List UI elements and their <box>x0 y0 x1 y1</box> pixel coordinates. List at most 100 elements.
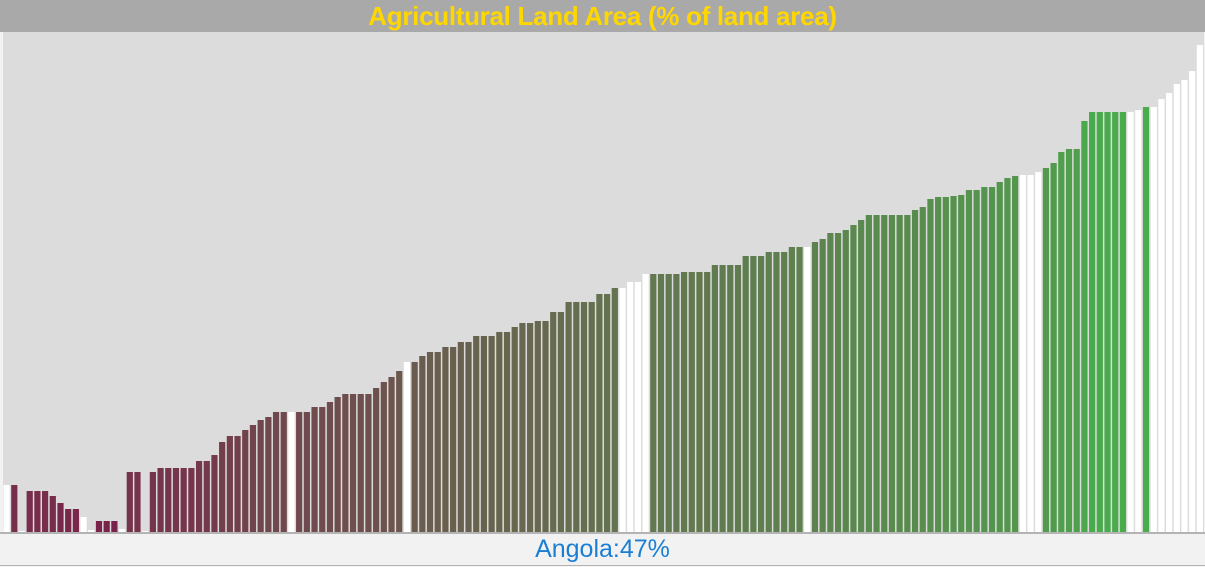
bar-143[interactable] <box>1104 112 1111 532</box>
bar-58[interactable] <box>450 347 457 532</box>
bar-36[interactable] <box>280 412 287 532</box>
bar-134[interactable] <box>1035 172 1042 532</box>
bar-0[interactable] <box>3 485 10 532</box>
bar-124[interactable] <box>958 195 965 532</box>
bar-82[interactable] <box>634 282 641 532</box>
bar-30[interactable] <box>234 436 241 532</box>
bar-42[interactable] <box>326 402 334 532</box>
bar-52[interactable] <box>403 362 411 532</box>
bar-117[interactable] <box>904 215 911 532</box>
bar-149[interactable] <box>1150 107 1157 532</box>
bar-31[interactable] <box>242 430 249 532</box>
bar-62[interactable] <box>480 336 488 532</box>
bar-91[interactable] <box>704 272 711 532</box>
bar-111[interactable] <box>858 220 865 532</box>
bar-90[interactable] <box>696 272 703 532</box>
bar-20[interactable] <box>157 468 164 532</box>
bar-70[interactable] <box>542 321 549 532</box>
bar-118[interactable] <box>911 210 919 532</box>
bar-151[interactable] <box>1166 93 1173 532</box>
bar-45[interactable] <box>349 394 357 532</box>
bar-108[interactable] <box>834 233 842 532</box>
bar-150[interactable] <box>1158 99 1165 532</box>
bar-9[interactable] <box>72 509 79 532</box>
bar-84[interactable] <box>650 274 657 532</box>
bar-55[interactable] <box>426 352 434 532</box>
bar-119[interactable] <box>919 207 926 532</box>
bar-23[interactable] <box>180 468 187 532</box>
bar-5[interactable] <box>41 491 49 532</box>
bar-34[interactable] <box>265 417 272 532</box>
bar-86[interactable] <box>665 274 672 532</box>
bar-41[interactable] <box>319 407 326 532</box>
bar-148[interactable] <box>1142 107 1150 532</box>
bar-122[interactable] <box>942 197 949 532</box>
bar-66[interactable] <box>511 327 518 532</box>
bar-125[interactable] <box>965 190 973 532</box>
bar-8[interactable] <box>65 509 72 532</box>
bar-153[interactable] <box>1181 80 1188 532</box>
bar-94[interactable] <box>727 265 734 532</box>
bar-142[interactable] <box>1096 112 1103 532</box>
bar-81[interactable] <box>627 282 634 532</box>
bar-112[interactable] <box>865 215 872 532</box>
bar-76[interactable] <box>588 302 595 532</box>
bar-104[interactable] <box>804 247 811 532</box>
bar-79[interactable] <box>611 288 618 532</box>
bar-109[interactable] <box>842 230 849 532</box>
bar-51[interactable] <box>396 371 403 532</box>
bar-92[interactable] <box>711 265 718 532</box>
bar-106[interactable] <box>819 239 826 532</box>
bar-114[interactable] <box>881 215 888 532</box>
bar-16[interactable] <box>126 472 133 532</box>
bar-1[interactable] <box>11 485 18 532</box>
bar-88[interactable] <box>680 272 688 532</box>
bar-48[interactable] <box>373 388 380 532</box>
bar-126[interactable] <box>973 190 980 532</box>
bar-155[interactable] <box>1196 45 1203 532</box>
bar-14[interactable] <box>111 521 118 532</box>
bar-138[interactable] <box>1065 149 1073 532</box>
bar-135[interactable] <box>1042 168 1050 532</box>
bar-116[interactable] <box>896 215 903 532</box>
bar-132[interactable] <box>1019 175 1026 532</box>
bar-133[interactable] <box>1027 175 1034 532</box>
bar-35[interactable] <box>272 412 280 532</box>
bar-61[interactable] <box>473 336 480 532</box>
bar-25[interactable] <box>195 461 203 532</box>
bar-152[interactable] <box>1173 84 1180 532</box>
bar-144[interactable] <box>1112 112 1119 532</box>
bar-67[interactable] <box>519 323 526 532</box>
bar-100[interactable] <box>773 252 780 532</box>
bar-46[interactable] <box>357 394 364 532</box>
bar-71[interactable] <box>550 312 557 532</box>
bar-43[interactable] <box>334 397 341 532</box>
bar-75[interactable] <box>580 302 588 532</box>
bar-93[interactable] <box>719 265 726 532</box>
bar-110[interactable] <box>850 225 857 532</box>
bar-68[interactable] <box>527 323 534 532</box>
bar-103[interactable] <box>796 247 803 532</box>
bar-37[interactable] <box>288 412 295 532</box>
bar-115[interactable] <box>888 215 896 532</box>
bar-65[interactable] <box>503 332 511 532</box>
bar-29[interactable] <box>226 436 233 532</box>
bar-27[interactable] <box>211 455 218 532</box>
bar-99[interactable] <box>765 252 772 532</box>
bar-80[interactable] <box>619 288 626 532</box>
bar-22[interactable] <box>172 468 180 532</box>
bar-147[interactable] <box>1135 110 1142 532</box>
bar-11[interactable] <box>88 530 95 532</box>
bar-127[interactable] <box>981 187 988 532</box>
bar-57[interactable] <box>442 347 449 532</box>
bar-98[interactable] <box>757 256 765 532</box>
bar-3[interactable] <box>26 491 33 532</box>
bar-74[interactable] <box>573 302 580 532</box>
bar-128[interactable] <box>988 187 996 532</box>
bar-129[interactable] <box>996 182 1003 532</box>
bar-15[interactable] <box>118 529 126 532</box>
bar-69[interactable] <box>534 321 541 532</box>
bar-21[interactable] <box>165 468 172 532</box>
bar-53[interactable] <box>411 362 418 532</box>
bar-105[interactable] <box>811 242 819 532</box>
